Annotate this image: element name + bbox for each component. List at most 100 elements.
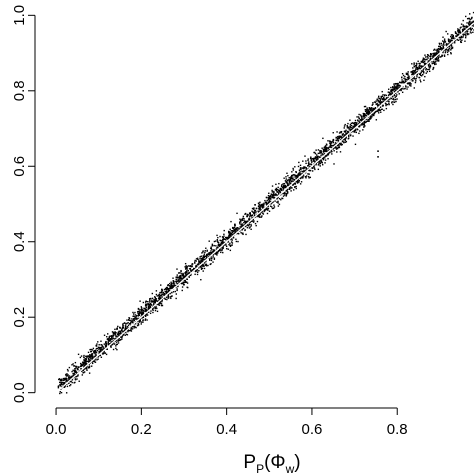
data-point	[259, 216, 261, 218]
data-point	[141, 317, 143, 319]
data-point	[179, 272, 181, 274]
data-point	[244, 213, 246, 215]
data-point	[273, 206, 276, 208]
data-point	[200, 257, 203, 260]
data-point	[426, 54, 429, 56]
data-point	[292, 183, 295, 186]
data-point	[122, 333, 125, 336]
data-point	[322, 137, 324, 140]
data-point	[240, 225, 242, 227]
data-point	[381, 90, 383, 93]
data-point	[96, 359, 98, 361]
data-point	[144, 303, 147, 305]
data-point	[107, 339, 110, 342]
data-point	[256, 220, 259, 223]
data-point	[432, 68, 434, 71]
data-point	[429, 67, 431, 69]
data-point	[202, 264, 205, 266]
y-tick-label: 0.4	[11, 231, 28, 252]
data-point	[114, 332, 116, 335]
data-point	[329, 140, 331, 142]
data-point	[310, 157, 312, 159]
data-point	[421, 60, 424, 63]
data-point	[400, 81, 402, 84]
data-point	[172, 277, 174, 279]
y-tick-label: 0.6	[11, 156, 28, 177]
data-point	[291, 180, 294, 182]
data-point	[218, 243, 220, 246]
data-point	[379, 98, 382, 100]
data-point	[393, 85, 396, 87]
data-point	[200, 265, 202, 268]
data-point	[90, 350, 92, 353]
data-point	[167, 295, 169, 297]
data-point	[422, 69, 424, 71]
data-point	[315, 158, 317, 160]
data-point	[200, 259, 203, 261]
data-point	[208, 258, 211, 261]
data-point	[136, 314, 138, 317]
data-point	[197, 259, 200, 261]
data-point	[281, 197, 283, 199]
data-point	[369, 117, 371, 120]
data-point	[358, 120, 360, 123]
data-point	[235, 238, 237, 240]
data-point	[239, 223, 241, 225]
y-tick-label: 0.0	[11, 382, 28, 403]
data-point	[221, 239, 224, 241]
data-point	[254, 222, 257, 225]
data-point	[460, 36, 462, 39]
data-point	[349, 125, 351, 128]
data-point	[437, 56, 440, 59]
data-point	[154, 299, 156, 301]
data-point	[154, 296, 156, 298]
data-point	[326, 150, 329, 152]
data-point	[318, 162, 320, 165]
data-point	[191, 270, 193, 272]
data-point	[271, 206, 273, 208]
data-point	[98, 344, 100, 346]
data-point	[423, 79, 425, 82]
data-point	[251, 207, 254, 210]
data-point	[168, 289, 170, 292]
data-point	[288, 186, 290, 189]
data-point	[293, 178, 296, 181]
data-point	[81, 361, 84, 363]
data-point	[458, 30, 461, 33]
data-point	[285, 189, 287, 191]
data-point	[367, 112, 370, 114]
data-point	[223, 241, 225, 244]
data-point	[281, 184, 283, 186]
data-point	[140, 308, 143, 311]
data-point	[139, 318, 142, 320]
data-point	[423, 68, 425, 70]
data-point	[330, 151, 332, 153]
data-point	[184, 281, 186, 284]
data-point	[194, 262, 196, 264]
data-point	[393, 94, 396, 97]
data-point	[59, 391, 61, 393]
data-point	[356, 116, 358, 118]
data-point	[450, 35, 452, 38]
data-point	[115, 341, 118, 343]
data-point	[202, 264, 204, 267]
data-point	[112, 337, 115, 339]
data-point	[444, 39, 446, 42]
data-point	[83, 354, 85, 357]
data-point	[151, 292, 154, 295]
data-point	[213, 240, 216, 243]
data-point	[411, 63, 413, 65]
data-point	[295, 185, 297, 188]
data-point	[230, 241, 233, 243]
data-point	[233, 232, 235, 234]
data-point	[184, 276, 187, 278]
data-point	[405, 86, 407, 88]
data-point	[322, 153, 324, 155]
data-point	[338, 132, 341, 134]
data-point	[167, 284, 169, 287]
data-point	[67, 374, 69, 376]
data-point	[132, 321, 134, 323]
data-point	[342, 136, 344, 138]
data-point	[271, 191, 273, 193]
data-point	[242, 224, 244, 226]
